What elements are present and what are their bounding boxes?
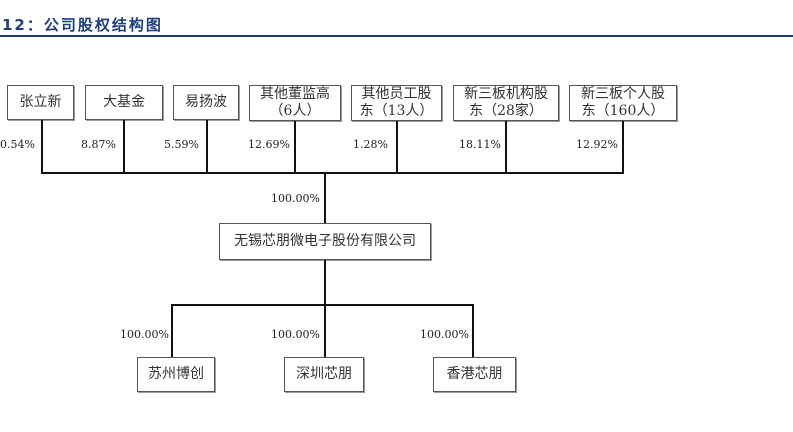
connector-line [206,120,208,174]
shareholder-box: 其他员工股东（13人） [351,85,442,121]
percent-label: 0.54% [0,138,35,151]
connector-line [324,260,326,306]
shareholder-box: 新三板机构股东（28家） [453,85,559,121]
percent-label: 1.28% [353,138,388,151]
percent-label: 100.00% [420,328,469,341]
connector-line [294,121,296,174]
percent-label: 12.92% [576,138,618,151]
connector-line [472,304,474,357]
company-box: 无锡芯朋微电子股份有限公司 [219,223,431,260]
connector-line [324,304,326,357]
shareholder-box: 大基金 [85,85,163,120]
subsidiary-box: 苏州博创 [137,357,215,392]
percent-label: 8.87% [81,138,116,151]
connector-line [324,173,326,223]
percent-label: 100.00% [120,328,169,341]
percent-label: 5.59% [164,138,199,151]
connector-line [396,121,398,174]
shareholder-box: 张立新 [7,85,74,120]
shareholder-box: 其他董监高（6人） [249,85,341,121]
shareholder-box: 新三板个人股东（160人） [569,85,677,121]
percent-label: 100.00% [271,192,320,205]
subsidiary-box: 深圳芯朋 [284,357,364,392]
connector-line [41,120,43,174]
figure-title: 12：公司股权结构图 [2,16,163,34]
shareholder-box: 易扬波 [173,85,239,120]
connector-bus [171,304,474,306]
connector-line [171,304,173,357]
percent-label: 12.69% [248,138,290,151]
connector-line [505,121,507,174]
connector-line [622,121,624,174]
percent-label: 100.00% [271,328,320,341]
connector-line [123,120,125,174]
percent-label: 18.11% [459,138,501,151]
connector-bus [41,172,624,174]
title-divider [0,35,793,37]
subsidiary-box: 香港芯朋 [433,357,516,392]
